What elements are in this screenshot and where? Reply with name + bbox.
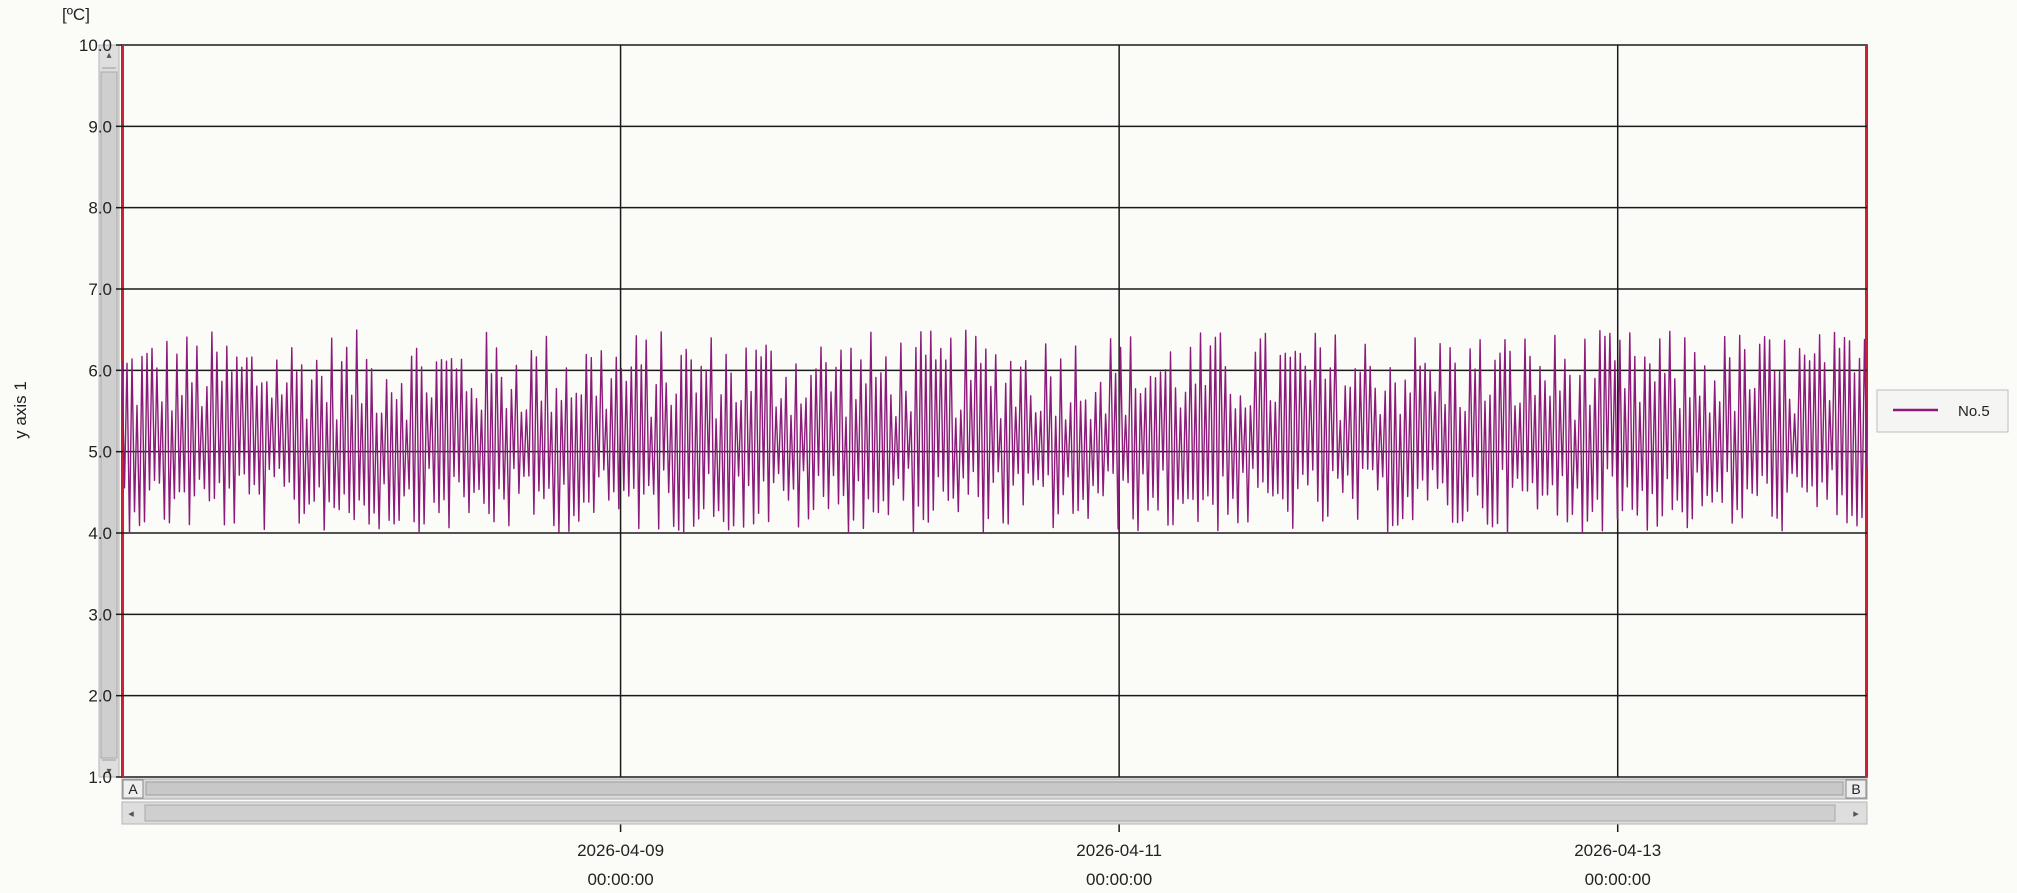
scroll-right-icon[interactable]: ▸ [1853, 808, 1859, 820]
x-tick-date-label: 2026-04-11 [1076, 841, 1162, 860]
x-tick-date-label: 2026-04-09 [577, 841, 664, 860]
legend: No.5 [1876, 389, 2009, 433]
x-tick-time-label: 00:00:00 [1585, 870, 1651, 889]
x-scrollbar-thumb[interactable] [144, 804, 1836, 822]
y-tick-label: 9.0 [88, 117, 112, 136]
scroll-left-icon[interactable]: ◂ [128, 808, 134, 820]
x-tick-date-label: 2026-04-13 [1574, 841, 1661, 860]
y-tick-label: 10.0 [79, 36, 112, 55]
y-tick-label: 3.0 [88, 605, 112, 624]
y-tick-label: 2.0 [88, 687, 112, 706]
range-marker-a-label: A [128, 781, 138, 797]
range-marker-a[interactable] [122, 779, 144, 799]
y-scrollbar-thumb[interactable] [100, 71, 118, 759]
y-scrollbar[interactable]: ▴ ▾ [98, 44, 120, 778]
y-tick-label: 5.0 [88, 443, 112, 462]
legend-label: No.5 [1958, 403, 1990, 420]
scroll-up-icon[interactable]: ▴ [106, 50, 111, 61]
y-tick-label: 8.0 [88, 199, 112, 218]
y-tick-label: 1.0 [88, 768, 112, 787]
y-axis-title: y axis 1 [11, 381, 30, 439]
range-marker-b[interactable] [1845, 779, 1867, 799]
y-tick-label: 6.0 [88, 361, 112, 380]
range-marker-b-label: B [1851, 781, 1860, 797]
y-tick-label: 4.0 [88, 524, 112, 543]
y-tick-label: 7.0 [88, 280, 112, 299]
y-unit-label: [ºC] [62, 5, 90, 24]
x-range-bar[interactable]: A B [121, 778, 1868, 800]
x-scrollbar[interactable]: ◂ ▸ [121, 801, 1868, 825]
x-tick-time-label: 00:00:00 [587, 870, 653, 889]
series-line-no5 [121, 329, 1868, 534]
x-tick-time-label: 00:00:00 [1086, 870, 1152, 889]
scroll-down-icon[interactable]: ▾ [106, 766, 111, 777]
